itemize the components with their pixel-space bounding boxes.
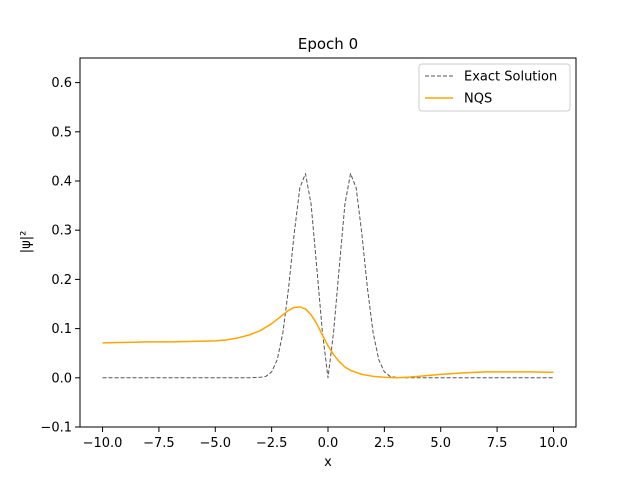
x-tick-label: −2.5	[256, 436, 288, 451]
y-tick-label: 0.5	[51, 125, 72, 140]
legend-box	[418, 63, 571, 112]
x-axis-label: x	[324, 455, 332, 470]
y-tick-label: 0.4	[51, 175, 72, 190]
x-tick-label: 2.5	[374, 436, 395, 451]
x-tick-label: −10.0	[83, 436, 123, 451]
y-axis: −0.1 0.0 0.1 0.2 0.3 0.4 0.5 0.6	[40, 76, 80, 436]
y-tick-label: 0.6	[51, 76, 72, 91]
y-axis-label: |ψ|²	[19, 231, 34, 254]
x-tick-label: −5.0	[199, 436, 231, 451]
y-tick-label: 0.1	[51, 322, 72, 337]
x-tick-label: 10.0	[539, 436, 568, 451]
x-tick-label: 5.0	[430, 436, 451, 451]
legend-label: NQS	[464, 92, 492, 107]
legend: Exact Solution NQS	[418, 63, 571, 112]
y-tick-label: 0.0	[51, 371, 72, 386]
series-line-exact-solution	[102, 173, 554, 379]
legend-label: Exact Solution	[464, 70, 557, 85]
x-tick-label: −7.5	[143, 436, 175, 451]
series-line-nqs	[102, 306, 554, 379]
y-tick-label: 0.2	[51, 273, 72, 288]
y-tick-label: 0.3	[51, 224, 72, 239]
x-axis: −10.0 −7.5 −5.0 −2.5 0.0 2.5 5.0 7.5 10.0	[83, 427, 568, 451]
y-tick-label: −0.1	[40, 421, 72, 436]
x-tick-label: 0.0	[318, 436, 339, 451]
plot-frame	[79, 57, 577, 428]
chart-title: Epoch 0	[298, 35, 358, 53]
x-tick-label: 7.5	[487, 436, 508, 451]
